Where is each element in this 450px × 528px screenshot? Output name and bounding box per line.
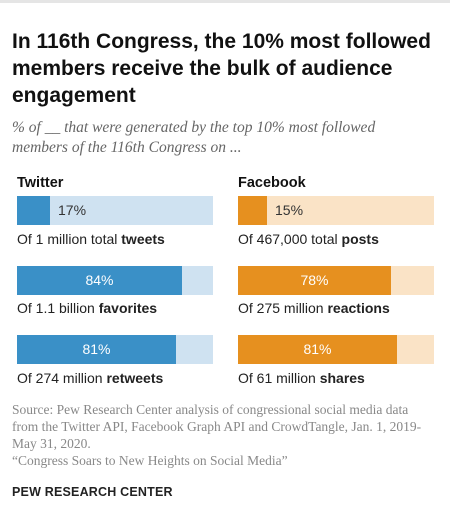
facebook-caption-shares: Of 61 million shares [238,370,365,386]
caption-prefix: Of 1 million total [17,231,122,247]
caption-metric: shares [319,370,365,386]
facebook-bar-shares [238,335,397,364]
facebook-value-label-reactions: 78% [300,272,329,288]
twitter-caption-tweets: Of 1 million total tweets [17,231,165,247]
twitter-value-label-retweets: 81% [82,341,111,357]
caption-metric: reactions [327,300,390,316]
facebook-caption-reactions: Of 275 million reactions [238,300,390,316]
chart-subtitle: % of __ that were generated by the top 1… [12,119,376,156]
facebook-heading: Facebook [238,175,306,191]
top-rule [0,0,450,3]
facebook-bar-track-reactions: 78% [238,266,434,295]
caption-prefix: Of 467,000 total [238,231,342,247]
caption-prefix: Of 275 million [238,300,328,316]
twitter-bar-track-tweets: 17% [17,196,213,225]
source-text: Source: Pew Research Center analysis of … [12,402,422,451]
caption-prefix: Of 61 million [238,370,320,386]
facebook-value-label-posts: 15% [275,202,304,218]
facebook-bar-track-shares: 81% [238,335,434,364]
twitter-caption-retweets: Of 274 million retweets [17,370,163,386]
caption-metric: retweets [106,370,164,386]
brand-logo-text: PEW RESEARCH CENTER [12,485,173,499]
twitter-value-label-tweets: 17% [58,202,87,218]
source-note: Source: Pew Research Center analysis of … [12,401,432,469]
twitter-bar-track-retweets: 81% [17,335,213,364]
caption-metric: tweets [121,231,165,247]
twitter-bar-track-favorites: 84% [17,266,213,295]
twitter-value-label-favorites: 84% [85,272,114,288]
report-title: “Congress Soars to New Heights on Social… [12,453,288,468]
twitter-bar-retweets [17,335,176,364]
facebook-bar-reactions [238,266,391,295]
chart-title: In 116th Congress, the 10% most followed… [12,30,431,107]
caption-prefix: Of 1.1 billion [17,300,99,316]
twitter-bar-favorites [17,266,182,295]
caption-metric: favorites [98,300,158,316]
twitter-bar-tweets [17,196,50,225]
twitter-caption-favorites: Of 1.1 billion favorites [17,300,157,316]
facebook-value-label-shares: 81% [303,341,332,357]
facebook-bar-posts [238,196,267,225]
twitter-heading: Twitter [17,175,64,191]
caption-metric: posts [341,231,379,247]
caption-prefix: Of 274 million [17,370,107,386]
facebook-caption-posts: Of 467,000 total posts [238,231,379,247]
facebook-bar-track-posts: 15% [238,196,434,225]
